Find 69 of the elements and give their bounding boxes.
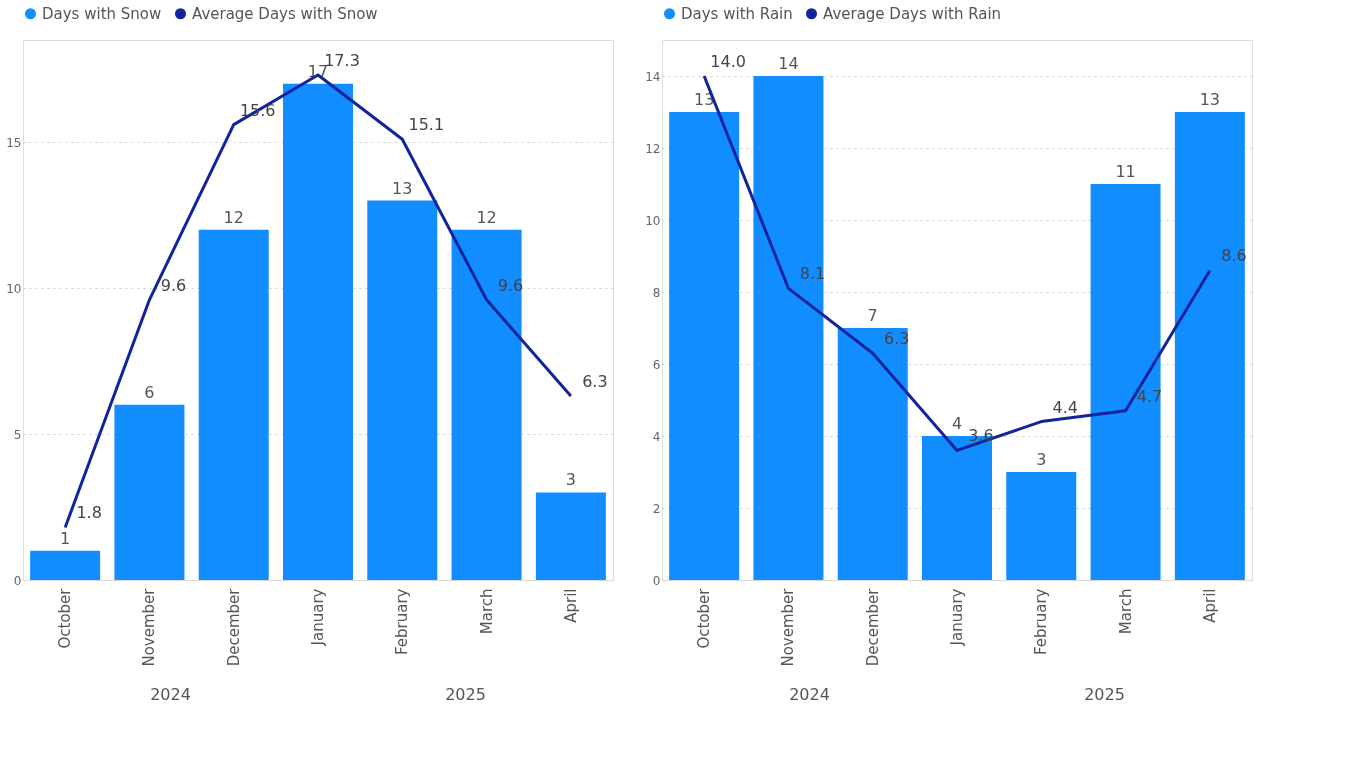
bar bbox=[753, 76, 824, 580]
bar bbox=[198, 229, 269, 580]
y-tick-label: 5 bbox=[13, 427, 22, 442]
text: 2024 bbox=[789, 685, 830, 704]
bar bbox=[451, 229, 522, 580]
legend-label: Days with Snow bbox=[42, 4, 162, 23]
data-label: 6.3 bbox=[582, 372, 608, 392]
data-label: 12 bbox=[223, 207, 244, 227]
x-tick-label: December bbox=[863, 587, 882, 667]
data-label: 13 bbox=[1199, 90, 1221, 109]
data-label: 3.6 bbox=[968, 426, 994, 446]
bar bbox=[114, 404, 185, 580]
bar bbox=[1006, 472, 1077, 580]
y-tick-label: 8 bbox=[652, 285, 661, 300]
y-tick-label: 15 bbox=[6, 135, 22, 150]
data-label: 3 bbox=[565, 470, 576, 490]
legend-label: Average Days with Rain bbox=[823, 4, 1002, 23]
data-label: 4.4 bbox=[1052, 397, 1079, 417]
data-label: 15.1 bbox=[408, 115, 445, 135]
x-tick-label: October bbox=[695, 587, 714, 649]
legend-label: Average Days with Snow bbox=[192, 4, 378, 23]
x-tick-label: March bbox=[477, 588, 496, 635]
bar bbox=[367, 200, 438, 580]
data-label: 14 bbox=[778, 54, 799, 73]
data-label: 12 bbox=[476, 207, 497, 227]
y-tick-label: 10 bbox=[6, 281, 22, 296]
x-tick-label: April bbox=[561, 588, 580, 623]
x-tick-label: February bbox=[1032, 588, 1051, 655]
text: 2025 bbox=[445, 685, 486, 704]
text: 2024 bbox=[150, 685, 191, 704]
data-label: 4.7 bbox=[1136, 386, 1163, 406]
x-tick-label: April bbox=[1200, 588, 1219, 623]
data-label: 4 bbox=[951, 414, 963, 433]
data-label: 1 bbox=[60, 528, 71, 548]
data-label: 3 bbox=[1036, 450, 1047, 469]
x-tick-label: December bbox=[224, 587, 243, 667]
data-label: 14.0 bbox=[710, 52, 746, 71]
y-tick-label: 6 bbox=[652, 357, 661, 372]
y-tick-label: 10 bbox=[645, 213, 661, 228]
x-tick-label: March bbox=[1116, 588, 1135, 635]
x-tick-label: November bbox=[779, 587, 798, 667]
data-label: 6.3 bbox=[883, 329, 910, 349]
y-tick-label: 14 bbox=[645, 69, 661, 84]
bar bbox=[837, 328, 908, 580]
data-label: 9.6 bbox=[497, 275, 524, 295]
data-label: 1.8 bbox=[76, 503, 102, 523]
bar bbox=[1174, 112, 1245, 580]
data-label: 13 bbox=[392, 178, 413, 198]
x-tick-label: October bbox=[56, 587, 75, 649]
data-label: 7 bbox=[867, 306, 878, 325]
bar bbox=[535, 492, 606, 580]
legend-label: Days with Rain bbox=[681, 4, 793, 23]
bar bbox=[1090, 184, 1161, 580]
bar bbox=[669, 112, 740, 580]
data-label: 11 bbox=[1115, 162, 1136, 181]
x-tick-label: January bbox=[948, 588, 966, 647]
y-tick-label: 12 bbox=[645, 141, 661, 156]
bar bbox=[283, 83, 353, 580]
text: 2025 bbox=[1084, 685, 1125, 704]
data-label: 6 bbox=[144, 382, 155, 402]
y-tick-label: 0 bbox=[13, 573, 22, 588]
x-tick-label: February bbox=[393, 588, 412, 655]
x-tick-label: November bbox=[140, 587, 159, 667]
y-tick-label: 4 bbox=[652, 429, 661, 444]
data-label: 9.6 bbox=[160, 275, 187, 295]
bar bbox=[30, 550, 101, 580]
x-tick-label: January bbox=[309, 588, 327, 647]
y-tick-label: 2 bbox=[652, 501, 661, 516]
y-tick-label: 0 bbox=[652, 573, 661, 588]
